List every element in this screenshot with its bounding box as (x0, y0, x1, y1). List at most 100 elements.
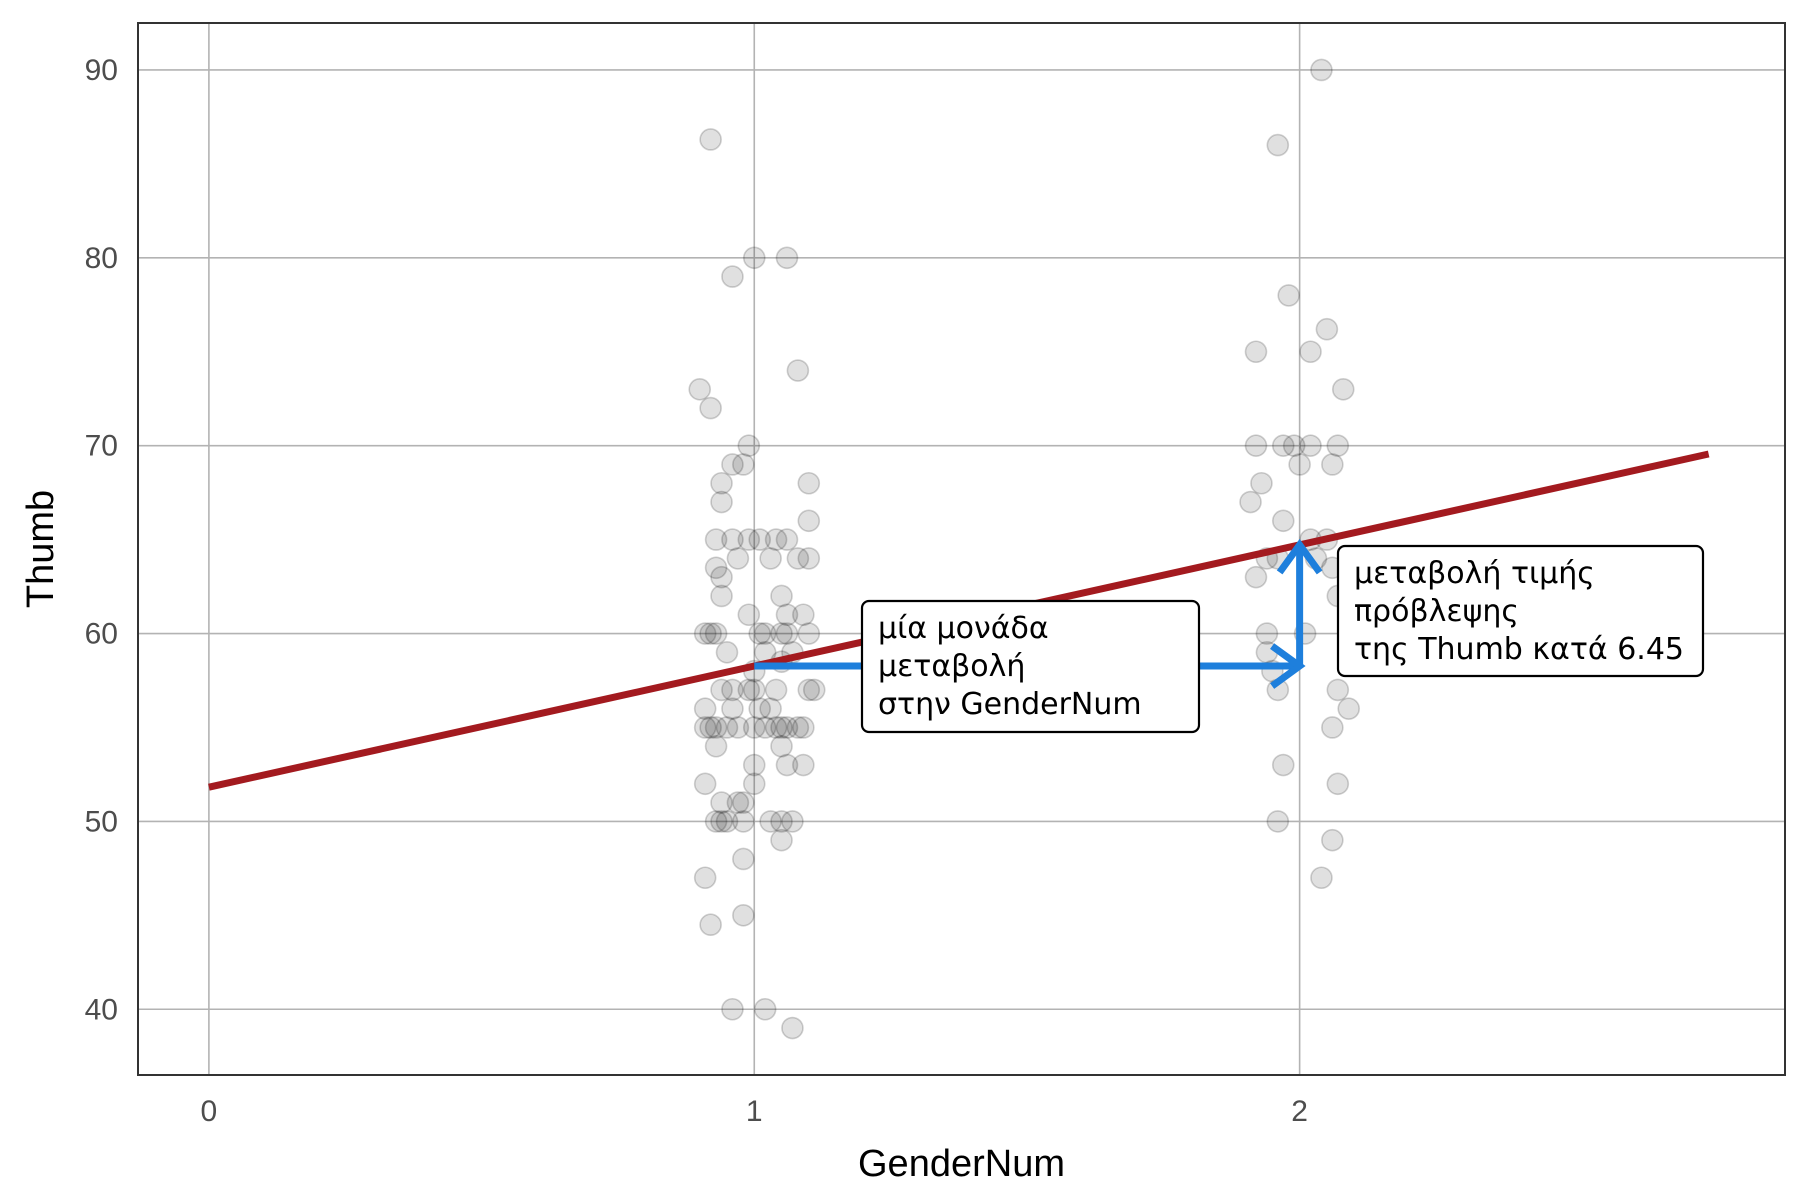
data-point-64 (775, 716, 799, 739)
data-point-27 (770, 584, 793, 608)
data-point-126 (1326, 772, 1350, 796)
data-point-107 (1239, 490, 1262, 514)
annotation-text: μεταβολή τιμής (1354, 556, 1595, 591)
data-point-106 (1250, 471, 1273, 495)
data-point-96 (1244, 340, 1268, 364)
data-point-25 (710, 565, 733, 589)
data-point-93 (1266, 133, 1290, 157)
data-point-18 (764, 528, 788, 551)
data-point-13 (797, 509, 821, 533)
data-point-22 (786, 547, 810, 570)
data-point-68 (770, 734, 793, 758)
y-tick-labels: 40 50 60 70 80 90 (85, 54, 118, 1026)
data-point-11 (797, 471, 821, 495)
data-point-99 (1244, 434, 1268, 457)
data-point-21 (759, 547, 782, 570)
x-tick-label-1: 1 (746, 1095, 763, 1128)
data-point-69 (742, 753, 766, 777)
data-point-76 (732, 791, 755, 814)
data-point-79 (715, 810, 739, 833)
annotation-text: στην GenderNum (878, 687, 1142, 722)
data-point-37 (775, 622, 799, 645)
data-point-28 (775, 603, 799, 627)
data-point-45 (721, 678, 744, 702)
data-point-3 (775, 246, 799, 270)
data-point-123 (1337, 697, 1361, 720)
data-point-36 (770, 622, 793, 645)
data-point-102 (1299, 434, 1322, 457)
data-point-60 (742, 716, 766, 739)
x-tick-labels: 0 1 2 (201, 1095, 1308, 1128)
data-point-19 (775, 528, 799, 551)
data-point-5 (688, 378, 712, 401)
data-point-98 (1331, 378, 1355, 401)
data-point-17 (748, 528, 772, 551)
data-point-103 (1326, 434, 1350, 457)
data-point-48 (764, 678, 788, 702)
data-point-34 (748, 622, 772, 645)
data-point-6 (699, 396, 722, 420)
data-point-65 (786, 716, 810, 739)
annotation-text: πρόβλεψης (1354, 594, 1519, 629)
data-point-16 (737, 528, 761, 551)
y-tick-label-60: 60 (85, 618, 118, 651)
data-point-67 (704, 734, 728, 758)
data-point-4 (786, 359, 810, 382)
data-point-91 (781, 1016, 804, 1040)
data-point-127 (1266, 810, 1290, 833)
data-point-57 (704, 716, 728, 739)
data-point-61 (753, 716, 777, 739)
data-point-90 (753, 997, 777, 1021)
data-point-53 (748, 697, 772, 720)
data-point-2 (742, 246, 766, 270)
y-tick-label-50: 50 (85, 805, 118, 838)
data-point-82 (770, 810, 793, 833)
data-point-70 (775, 753, 799, 777)
data-point-92 (1310, 58, 1333, 82)
y-axis-title: Thumb (20, 490, 62, 608)
data-point-86 (693, 866, 717, 890)
data-point-89 (721, 997, 744, 1021)
data-point-128 (1321, 828, 1344, 852)
data-point-83 (781, 810, 804, 833)
data-point-29 (792, 603, 815, 627)
data-point-33 (704, 622, 728, 645)
panel-border (137, 22, 1786, 1076)
annotation-text: της Thumb κατά 6.45 (1354, 632, 1684, 667)
y-tick-label-70: 70 (85, 430, 118, 463)
x-tick-label-2: 2 (1291, 1095, 1308, 1128)
data-point-10 (710, 471, 733, 495)
data-point-72 (693, 772, 717, 796)
data-point-50 (802, 678, 826, 702)
data-point-32 (699, 622, 722, 645)
data-point-80 (732, 810, 755, 833)
data-point-35 (753, 622, 777, 645)
data-point-122 (1326, 678, 1350, 702)
data-point-74 (710, 791, 733, 814)
data-point-108 (1271, 509, 1295, 533)
data-point-114 (1244, 565, 1268, 589)
data-point-52 (721, 697, 744, 720)
data-point-75 (726, 791, 750, 814)
data-point-71 (792, 753, 815, 777)
data-point-77 (704, 810, 728, 833)
data-point-8 (721, 453, 744, 476)
prediction-change-arrow-head (1276, 538, 1323, 575)
data-point-63 (770, 716, 793, 739)
annotation-box-unit-change (860, 599, 1201, 734)
data-point-78 (710, 810, 733, 833)
data-point-14 (704, 528, 728, 551)
data-point-15 (721, 528, 744, 551)
data-point-26 (710, 584, 733, 608)
data-point-44 (710, 678, 733, 702)
annotation-text: μεταβολή (878, 649, 1025, 684)
data-point-9 (732, 453, 755, 476)
data-point-12 (710, 490, 733, 514)
x-tick-label-0: 0 (201, 1095, 218, 1128)
data-point-58 (715, 716, 739, 739)
data-point-104 (1288, 453, 1311, 476)
data-point-95 (1315, 317, 1339, 341)
data-point-85 (732, 847, 755, 871)
